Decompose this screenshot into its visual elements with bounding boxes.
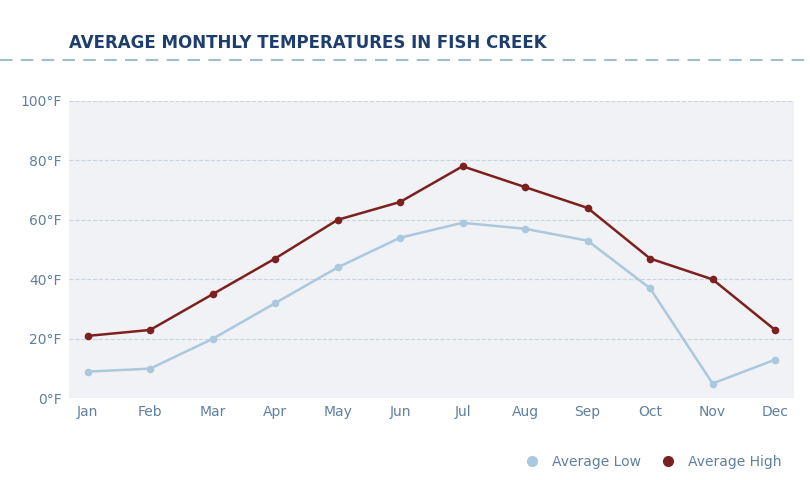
Text: AVERAGE MONTHLY TEMPERATURES IN FISH CREEK: AVERAGE MONTHLY TEMPERATURES IN FISH CRE… [69,34,547,51]
Legend: Average Low, Average High: Average Low, Average High [513,450,787,475]
